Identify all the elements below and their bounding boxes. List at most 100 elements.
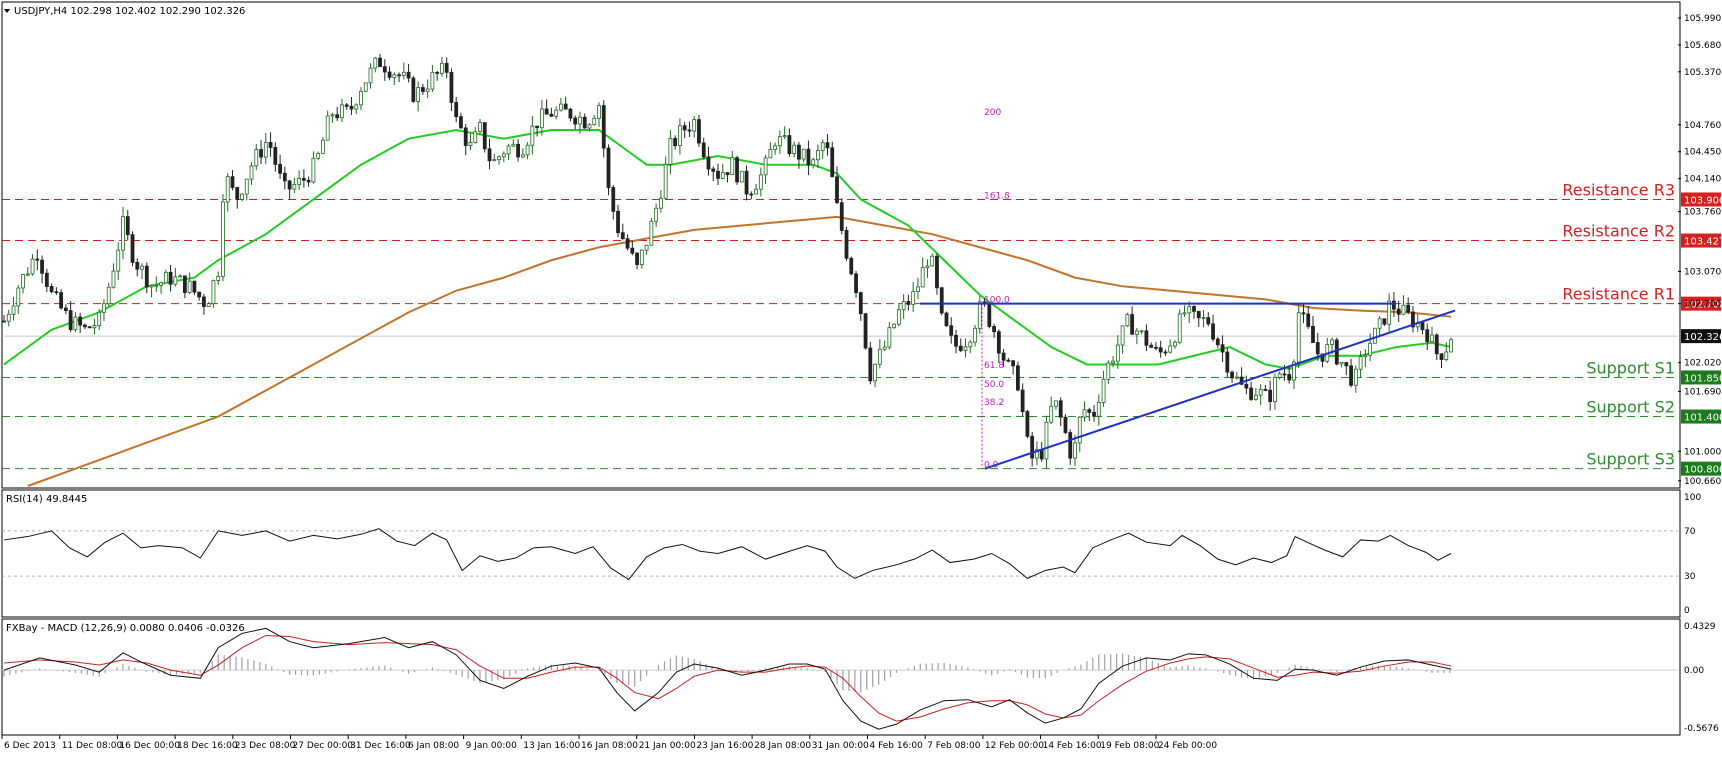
candle-body — [40, 259, 44, 274]
level-price-tag — [1681, 192, 1721, 207]
level-price-tag — [1681, 461, 1721, 476]
candle-body — [497, 156, 501, 161]
candle-body — [397, 74, 401, 77]
candle-body — [1344, 362, 1349, 367]
candle-body — [249, 165, 254, 180]
candle-body — [444, 62, 449, 73]
candle-body — [782, 135, 787, 138]
candle-body — [1006, 359, 1011, 362]
candle-body — [206, 303, 211, 307]
candle-body — [1439, 353, 1444, 360]
candle-body — [625, 238, 630, 249]
candle-body — [592, 117, 597, 126]
candle-body — [1349, 365, 1353, 386]
candle-body — [1244, 383, 1249, 389]
candle-body — [1225, 351, 1230, 373]
candle-body — [801, 148, 806, 160]
candle-body — [597, 105, 601, 119]
candle-body — [325, 115, 330, 141]
candle-body — [1301, 312, 1306, 315]
candle-body — [1249, 387, 1254, 400]
candle-body — [1382, 318, 1387, 325]
candle-body — [387, 71, 392, 78]
candle-body — [725, 172, 730, 176]
rsi-line — [3, 528, 1452, 581]
rsi-layer: 100 70 30 0 — [2, 493, 1701, 616]
level-name-label: Support S1 — [1586, 358, 1675, 377]
candle-body — [530, 125, 535, 146]
candle-body — [1196, 310, 1201, 319]
candle-body — [330, 114, 335, 117]
candle-body — [1330, 339, 1334, 345]
chart-menu-triangle-icon[interactable] — [4, 9, 10, 13]
candles-layer — [2, 54, 1453, 470]
candle-body — [378, 57, 382, 68]
candle-body — [1001, 352, 1006, 361]
candle-body — [568, 108, 573, 119]
candle-body — [430, 71, 435, 90]
candle-body — [882, 346, 887, 350]
rsi-title: RSI(14) 49.8445 — [6, 494, 87, 505]
candle-body — [716, 170, 720, 179]
candle-body — [335, 114, 340, 119]
time-axis-label: 16 Jan 08:00 — [581, 741, 638, 751]
candle-body — [825, 142, 830, 149]
candle-body — [416, 87, 421, 102]
candle-body — [230, 176, 235, 188]
candle-body — [420, 87, 425, 92]
candle-body — [739, 170, 744, 183]
candle-body — [1025, 411, 1030, 437]
candle-body — [911, 291, 916, 305]
candle-body — [925, 265, 930, 269]
candle-body — [111, 270, 116, 288]
candle-body — [154, 284, 159, 287]
time-axis-label: 31 Dec 16:00 — [350, 741, 411, 751]
level-price-tag-text: 103.427 — [1684, 237, 1722, 248]
candle-body — [1434, 334, 1439, 355]
time-axis-label: 7 Feb 08:00 — [927, 741, 981, 751]
candle-body — [311, 157, 316, 183]
candle-body — [163, 271, 168, 284]
candle-body — [578, 116, 582, 125]
candle-body — [1154, 346, 1158, 349]
candle-body — [868, 347, 873, 382]
price-axis-label: 104.450 — [1684, 148, 1721, 158]
candle-body — [939, 287, 944, 314]
candle-body — [777, 136, 782, 147]
level-price-tag-text: 101.850 — [1684, 373, 1722, 384]
time-axis-label: 11 Dec 08:00 — [62, 741, 123, 751]
trendlines-layer — [920, 302, 1456, 470]
candle-body — [535, 125, 540, 129]
level-price-tag-text: 103.900 — [1684, 195, 1722, 206]
candle-body — [235, 187, 240, 200]
candle-body — [563, 103, 568, 110]
candle-body — [539, 108, 544, 129]
candle-body — [221, 201, 225, 277]
candle-body — [140, 265, 144, 270]
macd-main-line — [3, 627, 1452, 730]
price-axis-label: 105.990 — [1684, 14, 1721, 24]
candle-body — [363, 82, 368, 92]
candle-body — [901, 301, 906, 311]
candle-body — [1444, 351, 1449, 360]
candle-body — [863, 313, 868, 349]
candle-body — [1287, 374, 1292, 381]
candle-body — [992, 326, 996, 333]
time-axis-label: 18 Dec 16:00 — [177, 741, 238, 751]
level-lines-layer: Resistance R3 103.900 Resistance R2 103.427… — [2, 180, 1722, 476]
candle-body — [1277, 373, 1282, 378]
candle-body — [1011, 360, 1016, 367]
time-axis-label: 28 Jan 08:00 — [754, 741, 811, 751]
candle-body — [263, 142, 268, 158]
candle-body — [873, 363, 877, 382]
candle-body — [573, 117, 578, 125]
candle-body — [468, 142, 473, 146]
chart-header-label: USDJPY,H4 102.298 102.402 102.290 102.32… — [14, 6, 245, 17]
candle-body — [806, 148, 811, 166]
candle-body — [1306, 313, 1311, 327]
candle-body — [321, 139, 325, 154]
candle-body — [620, 232, 625, 240]
candle-body — [1111, 360, 1115, 364]
